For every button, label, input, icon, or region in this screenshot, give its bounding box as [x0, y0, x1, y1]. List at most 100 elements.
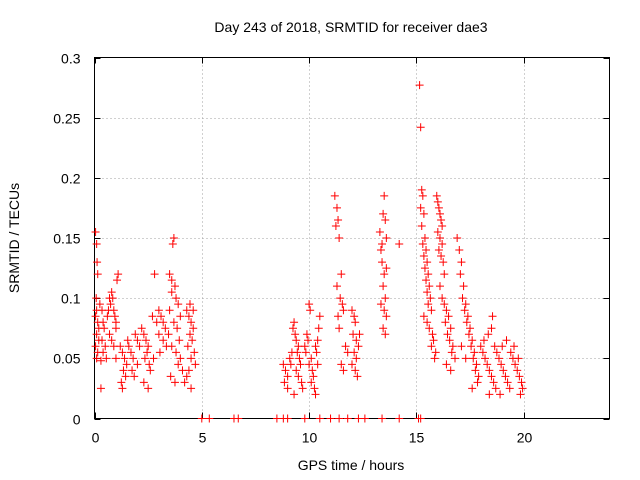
data-point [308, 366, 317, 375]
data-point [105, 330, 114, 339]
data-point [423, 288, 432, 297]
data-point [335, 324, 344, 333]
x-tick-label: 10 [302, 430, 318, 446]
data-point [481, 354, 490, 363]
data-point [157, 312, 166, 321]
data-point [326, 414, 335, 423]
data-point [453, 234, 462, 242]
y-tick-label: 0.3 [61, 51, 81, 67]
data-point [434, 203, 443, 212]
data-point [167, 342, 176, 351]
data-point [332, 282, 341, 291]
data-point [491, 384, 500, 393]
data-point [341, 342, 350, 351]
data-point [419, 312, 428, 321]
data-point [294, 372, 303, 381]
data-point [155, 348, 164, 357]
data-point [380, 306, 389, 315]
y-axis-title: SRMTID / TECUs [6, 183, 22, 293]
data-point [418, 240, 427, 249]
data-point [170, 282, 179, 291]
data-point [118, 348, 127, 357]
data-point [109, 306, 118, 315]
data-point [183, 342, 192, 351]
data-point [446, 324, 455, 333]
data-point [339, 366, 348, 375]
data-point [295, 354, 304, 363]
data-point [437, 252, 446, 261]
data-point [461, 354, 470, 363]
data-point [187, 354, 196, 363]
x-tick-label: 0 [92, 430, 100, 446]
data-point [143, 348, 152, 357]
data-point [103, 312, 112, 321]
data-point [419, 252, 428, 261]
data-point [133, 360, 142, 369]
data-point [457, 258, 466, 267]
data-point [426, 294, 435, 303]
data-point [283, 372, 292, 381]
data-point [296, 360, 305, 369]
data-point [291, 330, 300, 339]
data-point [487, 324, 496, 333]
data-point [137, 324, 146, 333]
data-point [128, 366, 137, 375]
data-point [330, 191, 339, 200]
data-point [184, 366, 193, 375]
data-point [427, 342, 436, 351]
data-point [172, 348, 181, 357]
data-point [444, 312, 453, 321]
data-point [305, 360, 314, 369]
data-point [429, 336, 438, 345]
data-point [458, 294, 467, 303]
data-point [133, 336, 142, 345]
data-point [440, 300, 449, 309]
data-point [471, 366, 480, 375]
data-point [172, 294, 181, 303]
data-point [438, 294, 447, 303]
data-point [313, 360, 322, 369]
data-point [96, 384, 105, 393]
data-point [427, 306, 436, 315]
data-point [423, 258, 432, 267]
data-point [314, 324, 323, 333]
data-point [440, 270, 449, 279]
data-point [93, 258, 102, 267]
data-point [91, 227, 100, 236]
y-tick-label: 0.15 [53, 231, 80, 247]
data-point [514, 354, 523, 363]
data-point [92, 240, 101, 249]
data-point [417, 221, 426, 230]
data-point [350, 312, 359, 321]
data-point [435, 234, 444, 242]
data-point [456, 270, 465, 279]
data-point [381, 294, 390, 303]
data-point [154, 330, 163, 339]
data-point [461, 300, 470, 309]
data-point [315, 312, 324, 321]
data-point [101, 342, 110, 351]
data-point [335, 234, 344, 242]
data-point [336, 294, 345, 303]
data-point [435, 209, 444, 218]
data-point [442, 360, 451, 369]
data-point [176, 312, 185, 321]
data-point [122, 360, 131, 369]
data-point [304, 336, 313, 345]
data-point [378, 258, 387, 267]
data-point [100, 324, 109, 333]
data-point [120, 354, 129, 363]
data-point [176, 354, 185, 363]
data-point [488, 312, 497, 321]
data-point [380, 191, 389, 200]
data-point [95, 300, 104, 309]
data-point [417, 185, 426, 194]
data-point [496, 390, 505, 399]
data-point [379, 209, 388, 218]
data-point [416, 123, 425, 132]
data-point [515, 372, 524, 381]
data-point [331, 221, 340, 230]
data-point [190, 348, 199, 357]
data-point [489, 378, 498, 387]
data-point [430, 354, 439, 363]
